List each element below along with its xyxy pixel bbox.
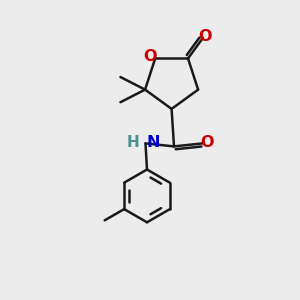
Text: O: O xyxy=(143,49,157,64)
Text: O: O xyxy=(199,29,212,44)
Text: H: H xyxy=(127,135,140,150)
Text: O: O xyxy=(200,135,214,150)
Text: N: N xyxy=(146,135,160,150)
